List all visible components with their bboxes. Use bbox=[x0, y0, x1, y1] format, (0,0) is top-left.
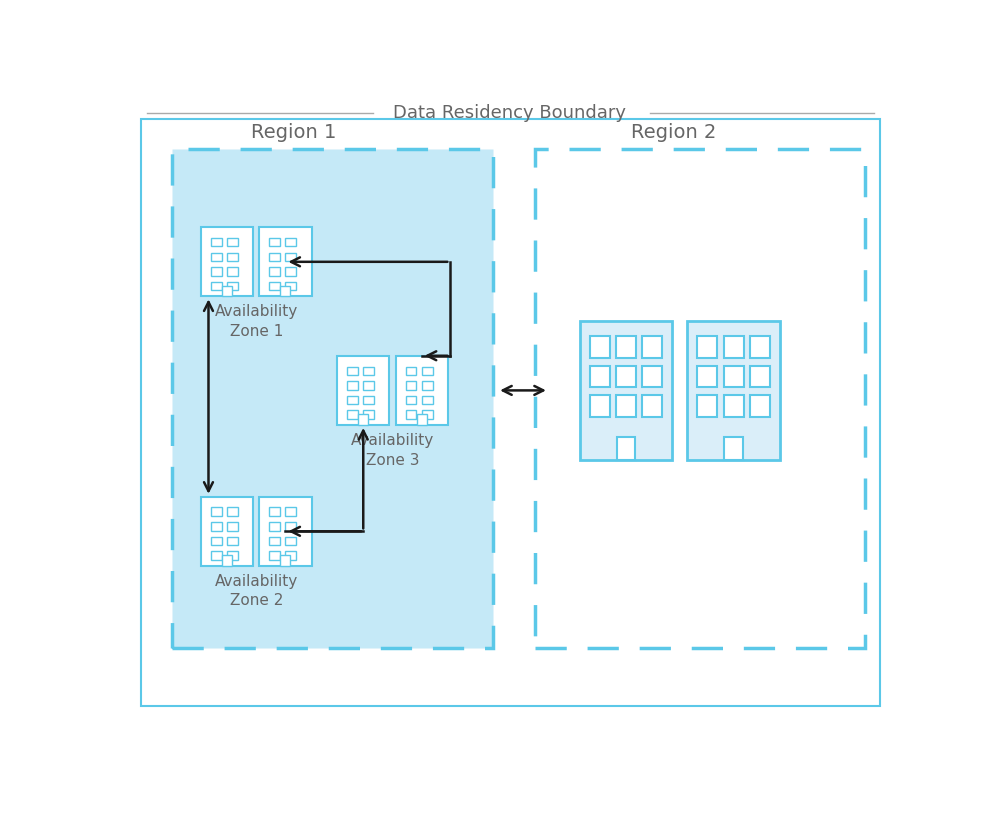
Bar bbox=[285, 282, 296, 290]
Bar bbox=[285, 551, 296, 560]
Bar bbox=[363, 381, 374, 390]
Bar bbox=[211, 551, 222, 560]
Bar bbox=[227, 253, 238, 261]
Bar bbox=[749, 337, 769, 358]
Bar bbox=[201, 496, 252, 566]
Bar bbox=[269, 537, 280, 545]
Bar bbox=[406, 367, 415, 375]
Bar bbox=[227, 508, 238, 516]
Bar bbox=[269, 238, 280, 246]
Bar bbox=[421, 367, 432, 375]
Bar bbox=[347, 411, 358, 419]
Bar bbox=[222, 286, 232, 297]
Bar bbox=[285, 537, 296, 545]
Bar bbox=[347, 396, 358, 404]
Bar bbox=[749, 366, 769, 387]
Bar bbox=[616, 437, 634, 460]
Bar bbox=[269, 253, 280, 261]
Bar bbox=[269, 551, 280, 560]
Bar bbox=[337, 356, 389, 425]
Bar bbox=[421, 381, 432, 390]
Bar bbox=[724, 437, 743, 460]
Bar bbox=[358, 414, 368, 425]
Bar bbox=[589, 366, 609, 387]
Bar bbox=[227, 238, 238, 246]
Bar bbox=[211, 537, 222, 545]
Bar bbox=[535, 149, 864, 649]
Bar bbox=[269, 522, 280, 531]
Bar bbox=[589, 337, 609, 358]
Bar bbox=[421, 411, 432, 419]
Text: Availability
Zone 1: Availability Zone 1 bbox=[215, 304, 297, 339]
Bar bbox=[211, 267, 222, 275]
Text: Availability
Zone 2: Availability Zone 2 bbox=[215, 574, 297, 609]
Bar bbox=[723, 337, 743, 358]
Bar bbox=[285, 253, 296, 261]
Bar bbox=[269, 508, 280, 516]
Bar bbox=[227, 551, 238, 560]
Bar bbox=[227, 522, 238, 531]
Bar bbox=[347, 381, 358, 390]
Bar bbox=[406, 411, 415, 419]
Bar bbox=[697, 337, 717, 358]
Bar bbox=[171, 149, 493, 649]
Bar bbox=[285, 522, 296, 531]
Bar bbox=[615, 366, 635, 387]
Bar bbox=[641, 395, 661, 416]
Bar bbox=[227, 267, 238, 275]
Text: Data Residency Boundary: Data Residency Boundary bbox=[393, 104, 625, 122]
Bar bbox=[259, 496, 311, 566]
Bar bbox=[363, 411, 374, 419]
Bar bbox=[641, 337, 661, 358]
Bar bbox=[697, 366, 717, 387]
Bar bbox=[723, 395, 743, 416]
Bar bbox=[396, 356, 447, 425]
Bar bbox=[211, 282, 222, 290]
Bar bbox=[615, 395, 635, 416]
Bar bbox=[285, 267, 296, 275]
Bar bbox=[259, 227, 311, 297]
Bar bbox=[589, 395, 609, 416]
Bar bbox=[421, 396, 432, 404]
Bar bbox=[363, 367, 374, 375]
Bar bbox=[615, 337, 635, 358]
Text: Region 2: Region 2 bbox=[630, 123, 716, 142]
Bar bbox=[285, 238, 296, 246]
Bar bbox=[749, 395, 769, 416]
Bar bbox=[211, 508, 222, 516]
Text: Region 1: Region 1 bbox=[250, 123, 336, 142]
Bar bbox=[227, 537, 238, 545]
Text: Availability
Zone 3: Availability Zone 3 bbox=[351, 433, 433, 468]
Bar bbox=[201, 227, 252, 297]
Bar bbox=[280, 555, 290, 566]
Bar bbox=[269, 282, 280, 290]
Bar bbox=[211, 253, 222, 261]
Bar bbox=[697, 395, 717, 416]
Bar bbox=[347, 367, 358, 375]
Bar bbox=[211, 238, 222, 246]
Bar bbox=[641, 366, 661, 387]
Bar bbox=[416, 414, 426, 425]
Bar bbox=[363, 396, 374, 404]
Bar bbox=[280, 286, 290, 297]
Bar bbox=[406, 396, 415, 404]
Bar bbox=[285, 508, 296, 516]
Bar bbox=[580, 321, 671, 460]
Bar bbox=[406, 381, 415, 390]
Bar bbox=[211, 522, 222, 531]
Bar bbox=[687, 321, 779, 460]
Bar bbox=[269, 267, 280, 275]
Bar bbox=[222, 555, 232, 566]
Bar bbox=[723, 366, 743, 387]
Bar bbox=[227, 282, 238, 290]
